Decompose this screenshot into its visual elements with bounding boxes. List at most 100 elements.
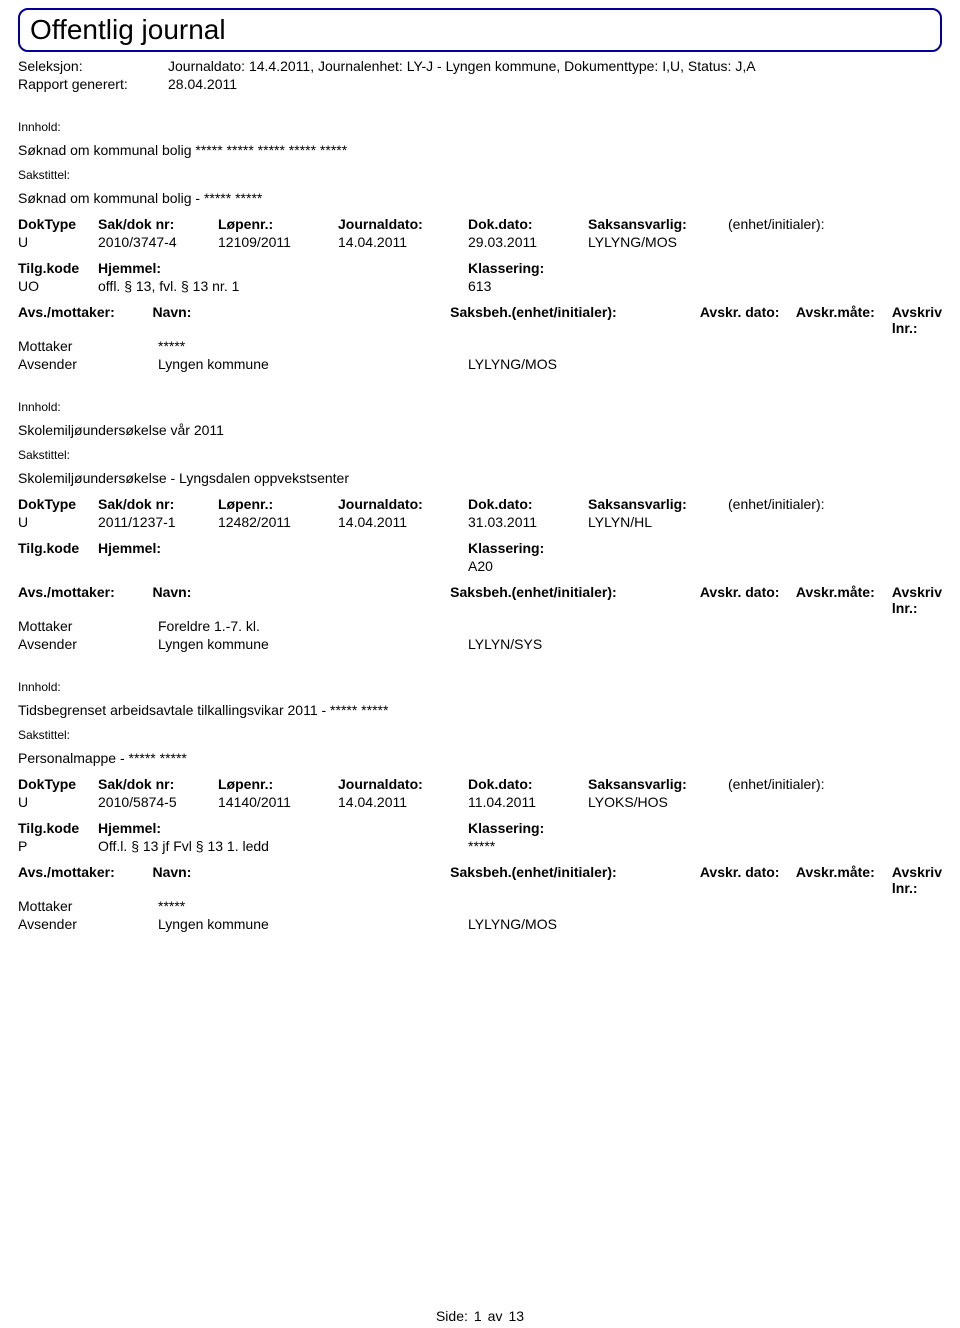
avsender-saksbeh: LYLYNG/MOS: [468, 356, 942, 372]
doktype-value: U: [18, 794, 98, 810]
footer: Side: 1 av 13: [0, 1308, 960, 1324]
page-title: Offentlig journal: [30, 16, 930, 46]
sakdok-header: Sak/dok nr:: [98, 496, 218, 512]
mottaker-row: Mottaker *****: [18, 898, 942, 914]
avsender-saksbeh: LYLYN/SYS: [468, 636, 942, 652]
hjemmel-value: [98, 558, 468, 574]
doc-value-row: U 2010/5874-5 14140/2011 14.04.2011 11.0…: [18, 794, 942, 810]
hjemmel-header: Hjemmel:: [98, 540, 468, 556]
side-label: Side:: [436, 1308, 468, 1324]
avsmottaker-header: Avs./mottaker:: [18, 304, 152, 336]
seleksjon-label: Seleksjon:: [18, 58, 168, 74]
klassering-value: *****: [468, 838, 942, 854]
mottaker-label: Mottaker: [18, 618, 158, 634]
lopenr-value: 12482/2011: [218, 514, 338, 530]
sakdok-header: Sak/dok nr:: [98, 216, 218, 232]
tilg-header-row: Tilg.kode Hjemmel: Klassering:: [18, 820, 942, 836]
avskr-mate-header: Avskr.måte:: [796, 304, 892, 336]
sakstittel-text: Søknad om kommunal bolig - ***** *****: [18, 190, 942, 206]
lopenr-header: Løpenr.:: [218, 776, 338, 792]
doc-header-row: DokType Sak/dok nr: Løpenr.: Journaldato…: [18, 496, 942, 512]
tilgkode-value: P: [18, 838, 98, 854]
lopenr-header: Løpenr.:: [218, 496, 338, 512]
doktype-header: DokType: [18, 496, 98, 512]
enhet-value: [728, 234, 942, 250]
sakdok-value: 2011/1237-1: [98, 514, 218, 530]
saksansvarlig-value: LYLYN/HL: [588, 514, 728, 530]
tilgkode-header: Tilg.kode: [18, 820, 98, 836]
klassering-header: Klassering:: [468, 820, 942, 836]
rapport-row: Rapport generert: 28.04.2011: [18, 76, 942, 92]
mottaker-label: Mottaker: [18, 898, 158, 914]
journaldato-header: Journaldato:: [338, 776, 468, 792]
enhet-header: (enhet/initialer):: [728, 496, 942, 512]
sakdok-value: 2010/5874-5: [98, 794, 218, 810]
avsender-label: Avsender: [18, 636, 158, 652]
dokdato-header: Dok.dato:: [468, 776, 588, 792]
total-pages: 13: [508, 1308, 524, 1324]
doc-value-row: U 2010/3747-4 12109/2011 14.04.2011 29.0…: [18, 234, 942, 250]
avsender-navn: Lyngen kommune: [158, 356, 468, 372]
sakstittel-text: Skolemiljøundersøkelse - Lyngsdalen oppv…: [18, 470, 942, 486]
avsender-navn: Lyngen kommune: [158, 636, 468, 652]
lopenr-value: 14140/2011: [218, 794, 338, 810]
avskriv-lnr-header: Avskriv lnr.:: [892, 584, 942, 616]
innhold-label: Innhold:: [18, 680, 942, 694]
doc-value-row: U 2011/1237-1 12482/2011 14.04.2011 31.0…: [18, 514, 942, 530]
innhold-label: Innhold:: [18, 120, 942, 134]
enhet-value: [728, 514, 942, 530]
avsmottaker-header: Avs./mottaker:: [18, 864, 152, 896]
klassering-header: Klassering:: [468, 260, 942, 276]
page-number: 1: [474, 1308, 482, 1324]
innhold-text: Skolemiljøundersøkelse vår 2011: [18, 422, 942, 438]
tilgkode-header: Tilg.kode: [18, 540, 98, 556]
innhold-text: Søknad om kommunal bolig ***** ***** ***…: [18, 142, 942, 158]
navn-header: Navn:: [152, 864, 450, 896]
saksansvarlig-value: LYLYNG/MOS: [588, 234, 728, 250]
tilg-header-row: Tilg.kode Hjemmel: Klassering:: [18, 540, 942, 556]
journaldato-header: Journaldato:: [338, 216, 468, 232]
saksansvarlig-header: Saksansvarlig:: [588, 776, 728, 792]
avskr-dato-header: Avskr. dato:: [700, 584, 796, 616]
doc-header-row: DokType Sak/dok nr: Løpenr.: Journaldato…: [18, 776, 942, 792]
innhold-label: Innhold:: [18, 400, 942, 414]
sakdok-value: 2010/3747-4: [98, 234, 218, 250]
klassering-value: A20: [468, 558, 942, 574]
mottaker-navn: Foreldre 1.-7. kl.: [158, 618, 468, 634]
enhet-header: (enhet/initialer):: [728, 216, 942, 232]
mottaker-label: Mottaker: [18, 338, 158, 354]
doktype-header: DokType: [18, 776, 98, 792]
avs-header-row: Avs./mottaker: Navn: Saksbeh.(enhet/init…: [18, 304, 942, 336]
hjemmel-header: Hjemmel:: [98, 260, 468, 276]
dokdato-value: 31.03.2011: [468, 514, 588, 530]
doktype-value: U: [18, 234, 98, 250]
avskriv-lnr-header: Avskriv lnr.:: [892, 864, 942, 896]
mottaker-row: Mottaker Foreldre 1.-7. kl.: [18, 618, 942, 634]
saksbeh-header: Saksbeh.(enhet/initialer):: [450, 584, 700, 616]
sakdok-header: Sak/dok nr:: [98, 776, 218, 792]
tilgkode-value: UO: [18, 278, 98, 294]
innhold-text: Tidsbegrenset arbeidsavtale tilkallingsv…: [18, 702, 942, 718]
page: Offentlig journal Seleksjon: Journaldato…: [0, 0, 960, 1328]
rapport-value: 28.04.2011: [168, 76, 942, 92]
navn-header: Navn:: [152, 304, 450, 336]
avskr-dato-header: Avskr. dato:: [700, 304, 796, 336]
hjemmel-value: offl. § 13, fvl. § 13 nr. 1: [98, 278, 468, 294]
mottaker-navn: *****: [158, 338, 468, 354]
saksansvarlig-value: LYOKS/HOS: [588, 794, 728, 810]
avsender-row: Avsender Lyngen kommune LYLYN/SYS: [18, 636, 942, 652]
tilg-value-row: P Off.l. § 13 jf Fvl § 13 1. ledd *****: [18, 838, 942, 854]
hjemmel-value: Off.l. § 13 jf Fvl § 13 1. ledd: [98, 838, 468, 854]
avsender-saksbeh: LYLYNG/MOS: [468, 916, 942, 932]
lopenr-value: 12109/2011: [218, 234, 338, 250]
sakstittel-label: Sakstittel:: [18, 168, 942, 182]
saksbeh-header: Saksbeh.(enhet/initialer):: [450, 304, 700, 336]
journaldato-header: Journaldato:: [338, 496, 468, 512]
saksansvarlig-header: Saksansvarlig:: [588, 496, 728, 512]
journal-entry: Innhold: Skolemiljøundersøkelse vår 2011…: [18, 400, 942, 652]
mottaker-row: Mottaker *****: [18, 338, 942, 354]
saksbeh-header: Saksbeh.(enhet/initialer):: [450, 864, 700, 896]
tilgkode-header: Tilg.kode: [18, 260, 98, 276]
avskr-dato-header: Avskr. dato:: [700, 864, 796, 896]
enhet-header: (enhet/initialer):: [728, 776, 942, 792]
